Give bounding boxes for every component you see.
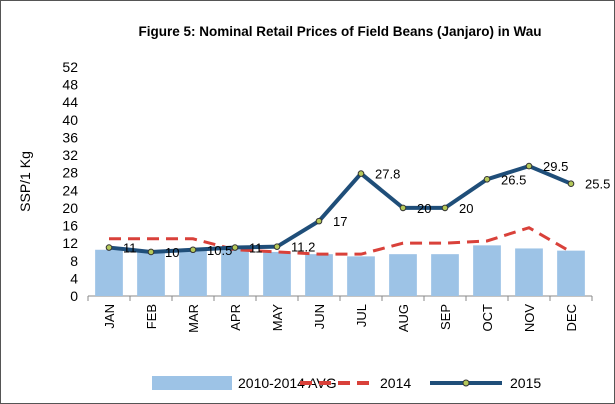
y-tick-label: 8: [70, 253, 78, 269]
legend-label: 2015: [510, 375, 541, 391]
legend-label: 2010-2014 AVG: [238, 375, 337, 391]
bar: [515, 248, 543, 296]
marker: [567, 180, 575, 188]
legend-label: 2014: [380, 375, 411, 391]
marker: [315, 217, 323, 225]
x-tick-label: JAN: [102, 304, 117, 329]
bar: [473, 245, 501, 296]
marker: [525, 162, 533, 170]
legend-swatch: [152, 376, 232, 390]
data-label: 29.5: [543, 159, 568, 174]
bar: [305, 254, 333, 296]
y-tick-label: 4: [70, 270, 78, 286]
x-tick-label: MAR: [186, 304, 201, 333]
x-tick-label: DEC: [564, 304, 579, 331]
y-tick-label: 44: [62, 94, 78, 110]
bar: [389, 254, 417, 296]
y-tick-label: 28: [62, 165, 78, 181]
data-label: 10: [165, 245, 179, 260]
y-tick-label: 36: [62, 129, 78, 145]
bar: [221, 249, 249, 296]
x-tick-label: SEP: [438, 304, 453, 330]
bar: [347, 256, 375, 296]
x-tick-label: AUG: [396, 304, 411, 332]
y-tick-label: 12: [62, 235, 78, 251]
y-tick-label: 16: [62, 218, 78, 234]
bar: [557, 250, 585, 296]
line: [108, 163, 572, 254]
x-tick-label: JUN: [312, 304, 327, 329]
bar: [95, 249, 123, 296]
marker: [441, 204, 449, 212]
bar: [137, 251, 165, 296]
data-label: 25.5: [585, 177, 610, 192]
marker: [273, 243, 281, 250]
data-label: 20: [417, 201, 431, 216]
x-tick-label: APR: [228, 304, 243, 331]
x-tick-label: FEB: [144, 304, 159, 329]
data-label: 11.2: [291, 240, 315, 255]
y-tick-label: 24: [62, 182, 78, 198]
x-tick-label: JUL: [354, 304, 369, 327]
y-tick-label: 20: [62, 200, 78, 216]
bar: [263, 251, 291, 296]
y-tick-label: 40: [62, 112, 78, 128]
marker: [357, 170, 365, 177]
chart-title: Figure 5: Nominal Retail Prices of Field…: [138, 24, 542, 39]
data-label: 26.5: [501, 172, 526, 187]
data-label: 10.5: [207, 243, 232, 258]
y-tick-label: 32: [62, 147, 78, 163]
marker: [399, 204, 407, 212]
y-tick-label: 48: [62, 77, 78, 93]
marker: [105, 244, 113, 251]
data-label: 17: [333, 214, 347, 229]
marker: [189, 246, 197, 254]
data-label: 27.8: [375, 167, 400, 182]
x-tick-label: NOV: [522, 304, 537, 333]
marker: [147, 248, 155, 256]
data-label: 11: [123, 241, 137, 256]
y-tick-label: 0: [70, 288, 78, 304]
x-tick-label: OCT: [480, 304, 495, 332]
legend-marker: [462, 379, 470, 387]
data-label: 20: [459, 201, 473, 216]
y-tick-label: 52: [62, 59, 78, 75]
x-tick-label: MAY: [270, 304, 285, 332]
bar: [179, 249, 207, 296]
marker: [483, 175, 491, 183]
y-axis-label: SSP/1 Kg: [17, 151, 33, 212]
bar: [431, 254, 459, 296]
data-label: 11: [249, 241, 263, 256]
marker: [231, 244, 239, 251]
line: [109, 226, 572, 256]
